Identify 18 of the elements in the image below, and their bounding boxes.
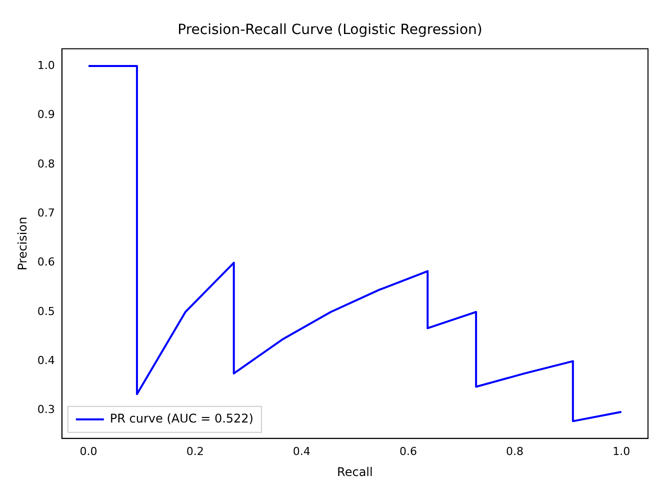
x-tick-label: 0.8 xyxy=(506,444,524,458)
x-tick-label: 0.4 xyxy=(292,444,310,458)
y-tick-label: 0.6 xyxy=(37,256,55,269)
x-tick-label: 0.0 xyxy=(80,444,98,458)
y-tick-label: 0.4 xyxy=(37,354,55,368)
y-tick-label: 1.0 xyxy=(37,58,55,72)
y-tick-label: 0.9 xyxy=(37,108,55,122)
y-axis-title: Precision xyxy=(15,216,30,270)
y-tick-label: 0.5 xyxy=(37,304,55,318)
y-tick-label: 0.8 xyxy=(37,157,55,170)
y-tick-label: 0.7 xyxy=(37,206,55,220)
x-tick-label: 0.6 xyxy=(399,444,417,458)
chart-title: Precision-Recall Curve (Logistic Regression) xyxy=(178,22,482,38)
x-tick-label: 1.0 xyxy=(612,444,630,458)
x-axis-title: Recall xyxy=(337,464,373,479)
legend-label: PR curve (AUC = 0.522) xyxy=(110,412,254,426)
y-tick-label: 0.3 xyxy=(37,403,55,416)
x-tick-label: 0.2 xyxy=(186,444,204,458)
